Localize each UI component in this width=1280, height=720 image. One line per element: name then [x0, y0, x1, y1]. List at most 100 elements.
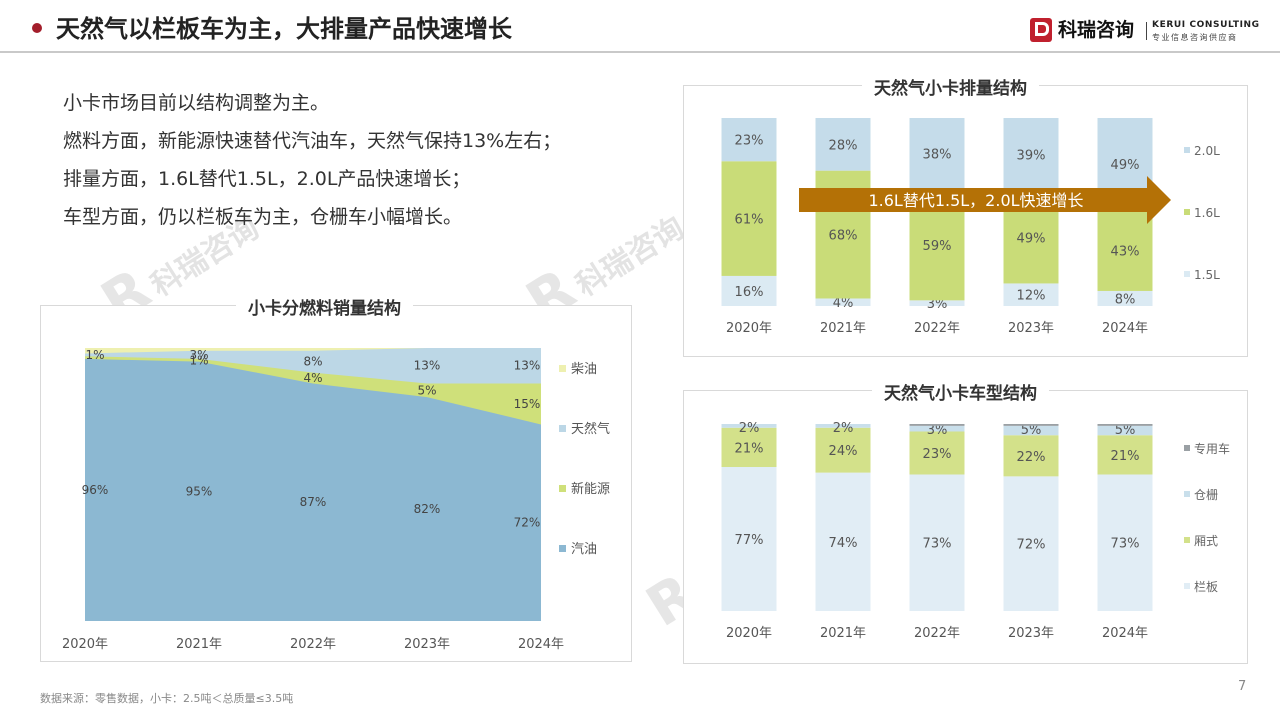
data-label: 13%: [514, 359, 541, 373]
logo-r-icon: [1030, 18, 1052, 42]
x-tick-label: 2020年: [62, 637, 108, 652]
bar-1.5L: [721, 275, 777, 306]
legend-swatch: [1184, 147, 1190, 153]
bar-2.0L: [721, 118, 777, 162]
bar-仓栅: [909, 425, 965, 432]
legend-label: 仓栅: [1194, 487, 1218, 502]
bullet-dot: [32, 23, 42, 33]
legend-label: 天然气: [571, 421, 610, 437]
data-label: 72%: [1017, 538, 1046, 553]
x-tick-label: 2023年: [404, 637, 450, 652]
x-tick-label: 2024年: [1102, 626, 1148, 641]
data-label: 22%: [1017, 450, 1046, 465]
x-tick-label: 2020年: [726, 321, 772, 336]
x-tick-label: 2023年: [1008, 626, 1054, 641]
data-label: 39%: [1017, 149, 1046, 164]
bar-栏板: [1097, 474, 1153, 611]
bar-1.5L: [909, 300, 965, 306]
data-label: 21%: [1111, 449, 1140, 464]
legend-label: 柴油: [571, 362, 597, 377]
data-label: 5%: [417, 383, 436, 397]
trend-arrow: 1.6L替代1.5L，2.0L快速增长: [799, 176, 1171, 224]
vehicle-type-chart-title: 天然气小卡车型结构: [872, 379, 1049, 404]
header-divider: [0, 51, 1280, 53]
arrow-shape: [799, 176, 1171, 224]
data-label: 96%: [82, 483, 109, 497]
bar-仓栅: [1097, 425, 1153, 436]
data-source-note: 数据来源：零售数据，小卡：2.5吨＜总质量≤3.5吨: [40, 692, 294, 705]
bar-1.6L: [1097, 210, 1153, 291]
x-tick-label: 2022年: [914, 321, 960, 336]
fuel-area-chart: 96% 95%87% 82%72%1%4%5%15%1% 3% 8% 13% 13%2020…: [62, 348, 610, 652]
fuel-structure-chart-panel: 小卡分燃料销量结构 96% 95% 87% 82% 72% 1% 4% 5% 15% 1% 3% 8%…: [40, 294, 632, 662]
summary-line: 燃料方面，新能源快速替代汽油车，天然气保持13%左右；: [63, 130, 562, 152]
legend-label: 厢式: [1194, 534, 1218, 548]
legend-label: 栏板: [1194, 579, 1218, 594]
legend-swatch: [1184, 209, 1190, 215]
bar-厢式: [909, 431, 965, 475]
bar-厢式: [1097, 435, 1153, 475]
legend-label: 汽油: [571, 542, 597, 557]
data-label: 72%: [514, 516, 541, 530]
data-label: 73%: [923, 537, 952, 552]
data-label: 23%: [923, 447, 952, 462]
legend-label: 1.6L: [1194, 206, 1220, 220]
data-label: 73%: [1111, 537, 1140, 552]
bar-1.6L: [721, 161, 777, 276]
legend-label: 专用车: [1194, 441, 1230, 456]
displacement-chart-title: 天然气小卡排量结构: [862, 74, 1039, 99]
legend-swatch: [559, 545, 566, 552]
x-tick-label: 2021年: [820, 321, 866, 336]
bar-专用车: [1097, 424, 1153, 426]
data-label: 8%: [1115, 292, 1136, 307]
legend-label: 2.0L: [1194, 144, 1220, 158]
x-tick-label: 2020年: [726, 626, 772, 641]
data-label: 49%: [1111, 158, 1140, 173]
data-label: 15%: [514, 397, 541, 411]
company-logo: 科瑞咨询 KERUI CONSULTING 专业信息咨询供应商: [1030, 16, 1260, 44]
data-label: 59%: [923, 239, 952, 254]
data-label: 13%: [414, 359, 441, 373]
summary-line: 排量方面，1.6L替代1.5L，2.0L产品快速增长；: [63, 168, 471, 190]
x-tick-label: 2022年: [290, 637, 336, 652]
bar-2.0L: [909, 118, 965, 190]
data-label: 95%: [186, 484, 213, 498]
x-tick-label: 2024年: [518, 637, 564, 652]
data-label: 1%: [85, 348, 104, 362]
bar-1.5L: [1003, 283, 1059, 306]
x-tick-label: 2021年: [176, 637, 222, 652]
slide-header: 天然气以栏板车为主，大排量产品快速增长 科瑞咨询 KERUI CONSULTIN…: [0, 0, 1280, 58]
data-label: 1%: [189, 353, 208, 367]
data-label: 3%: [189, 348, 208, 362]
displacement-bar-chart: 16% 61% 23% 2020年 4% 68% 28% 2021年 3% 59% 38% 2022年…: [721, 118, 1220, 336]
displacement-chart-panel: 天然气小卡排量结构 16% 61% 23% 2020年 4% 68% 28% 2021年 3% 5…: [683, 74, 1248, 357]
data-label: 5%: [1021, 423, 1042, 438]
legend-swatch: [559, 425, 566, 432]
data-label: 24%: [829, 444, 858, 459]
bar-仓栅: [815, 424, 871, 428]
data-label: 2%: [739, 421, 760, 436]
data-label: 61%: [735, 213, 764, 228]
data-label: 4%: [303, 371, 322, 385]
bar-仓栅: [1003, 425, 1059, 436]
summary-line: 车型方面，仍以栏板车为主，仓栅车小幅增长。: [63, 206, 463, 228]
data-label: 23%: [735, 134, 764, 149]
bar-栏板: [721, 467, 777, 611]
data-label: 38%: [923, 148, 952, 163]
data-label: 82%: [414, 502, 441, 516]
data-label: 3%: [927, 297, 948, 312]
bar-1.5L: [815, 298, 871, 306]
summary-line: 小卡市场目前以结构调整为主。: [63, 92, 330, 114]
data-label: 21%: [735, 441, 764, 456]
data-label: 77%: [735, 533, 764, 548]
bar-厢式: [721, 427, 777, 468]
bar-栏板: [815, 472, 871, 611]
legend-swatch: [559, 365, 566, 372]
data-label: 49%: [1017, 231, 1046, 246]
data-label: 43%: [1111, 245, 1140, 260]
x-tick-label: 2021年: [820, 626, 866, 641]
bar-厢式: [815, 427, 871, 473]
data-label: 2%: [833, 421, 854, 436]
bar-仓栅: [721, 424, 777, 428]
data-label: 12%: [1017, 289, 1046, 304]
